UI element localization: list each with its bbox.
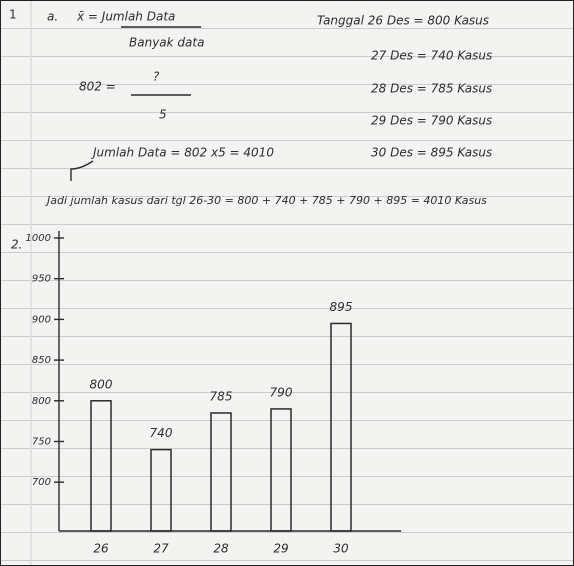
y-tick-label: 900	[32, 314, 51, 325]
x-tick-label: 27	[153, 542, 169, 556]
data-label: 785	[210, 389, 233, 403]
equation-numerator: ?	[153, 70, 160, 84]
date-line: 29 Des = 790 Kasus	[371, 114, 492, 128]
equation-denominator: 5	[159, 108, 167, 122]
bar	[90, 400, 112, 532]
date-line: 27 Des = 740 Kasus	[371, 49, 492, 63]
y-tick-label: 700	[32, 477, 51, 488]
mean-denominator: Banyak data	[129, 36, 204, 50]
x-tick-label: 28	[213, 542, 229, 556]
conclusion: Jadi jumlah kasus dari tgl 26-30 = 800 +…	[45, 194, 487, 207]
y-tick-label: 750	[32, 436, 51, 447]
y-tick-label: 800	[32, 396, 51, 407]
data-label: 800	[90, 377, 113, 391]
date-line: 28 Des = 785 Kasus	[371, 82, 492, 96]
date-line: 30 Des = 895 Kasus	[371, 146, 492, 160]
mean-formula: x̄ = Jumlah Data	[76, 10, 175, 24]
bar	[270, 408, 292, 532]
data-label: 790	[270, 385, 293, 399]
x-tick-label: 30	[333, 542, 349, 556]
date-line: Tanggal 26 Des = 800 Kasus	[317, 14, 489, 28]
x-tick-label: 29	[273, 542, 288, 556]
part-label: a.	[47, 10, 58, 24]
y-tick-label: 1000	[26, 233, 51, 244]
total-line: Jumlah Data = 802 x5 = 4010	[91, 146, 274, 160]
part-two-label: 2.	[11, 238, 22, 252]
x-tick-label: 26	[93, 542, 109, 556]
bar	[150, 448, 172, 532]
bar	[330, 322, 352, 532]
data-label: 895	[330, 300, 353, 314]
arrow	[70, 160, 94, 181]
question-number: 1	[9, 8, 17, 22]
y-tick-label: 950	[32, 274, 51, 285]
data-label: 740	[150, 426, 173, 440]
equation-left: 802 =	[79, 80, 116, 94]
y-tick-label: 850	[32, 355, 51, 366]
bar	[210, 412, 232, 532]
